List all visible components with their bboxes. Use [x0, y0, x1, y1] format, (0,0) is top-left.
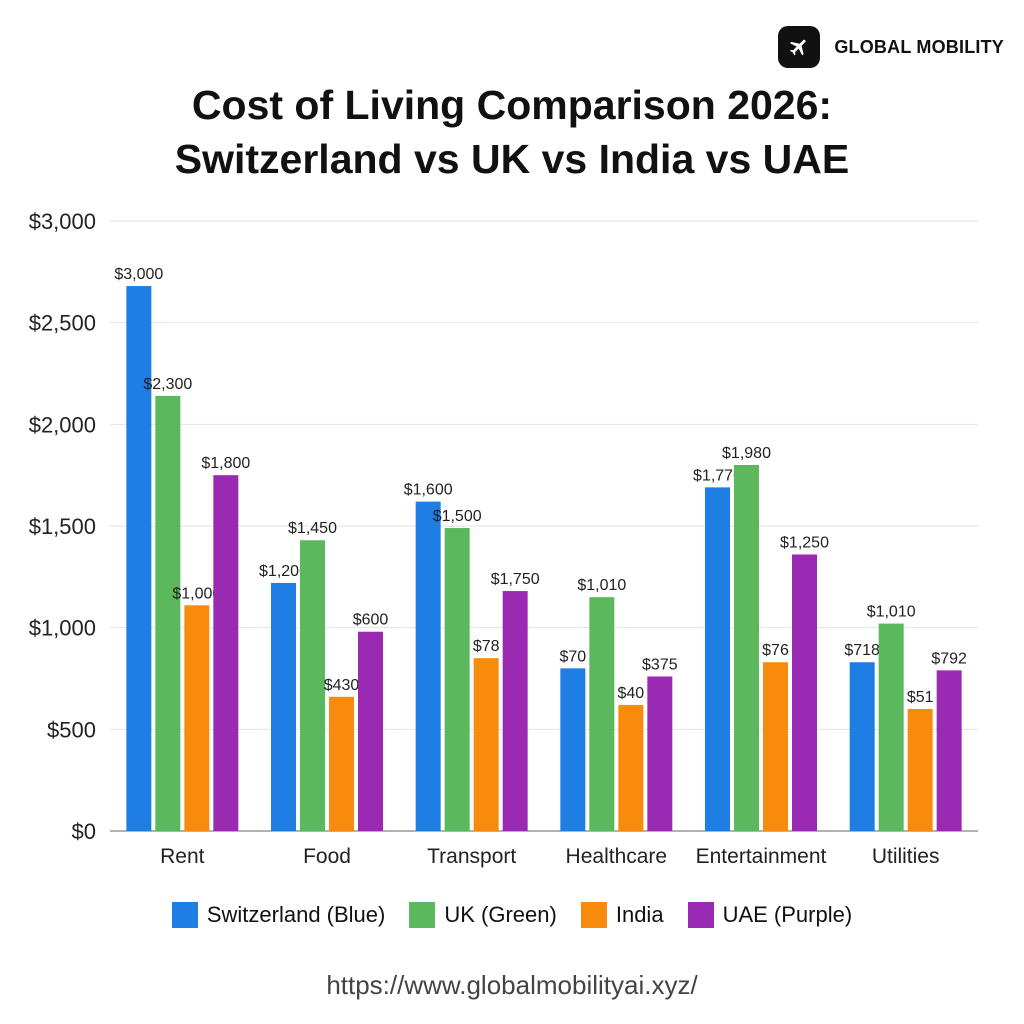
bar	[213, 475, 239, 831]
data-label: $1,450	[288, 520, 337, 537]
bar	[647, 676, 673, 831]
y-tick-label: $1,000	[29, 616, 96, 641]
bar	[705, 487, 730, 831]
data-label: $1,200	[259, 563, 308, 580]
legend-item-india: India	[580, 902, 664, 928]
data-label: $430	[324, 677, 360, 694]
data-label: $1,770	[693, 467, 742, 484]
bar	[473, 658, 499, 831]
brand-name: GLOBAL MOBILITY	[834, 36, 1004, 57]
legend-item-uk: UK (Green)	[409, 902, 557, 928]
website-url[interactable]: https://www.globalmobilityai.xyz/	[326, 970, 698, 1000]
bar	[415, 501, 441, 831]
bar	[792, 554, 817, 831]
bar	[763, 662, 788, 831]
data-label: $3,000	[114, 266, 163, 283]
x-tick-label: Food	[303, 845, 351, 868]
legend-swatch-uk	[409, 902, 436, 928]
chart-title-line-2: Switzerland vs UK vs India vs UAE	[174, 136, 850, 182]
legend-label-india: India	[615, 902, 664, 927]
bar	[936, 670, 962, 831]
bar	[444, 528, 470, 831]
legend-label-uae: UAE (Purple)	[722, 902, 853, 927]
data-label: $600	[353, 612, 389, 629]
brand: GLOBAL MOBILITY	[778, 26, 1004, 68]
legend-swatch-uae	[687, 902, 714, 928]
data-label: $2,300	[143, 376, 192, 393]
y-tick-label: $0	[72, 819, 96, 844]
data-label: $1,500	[433, 508, 482, 525]
chart-legend: Switzerland (Blue) UK (Green) India UAE …	[0, 902, 1024, 928]
x-tick-label: Healthcare	[566, 845, 668, 868]
data-label: $76	[762, 642, 789, 659]
bar	[271, 582, 296, 831]
data-label: $1,250	[780, 534, 829, 551]
bar	[560, 668, 586, 831]
y-tick-label: $1,500	[29, 514, 96, 539]
x-tick-label: Rent	[160, 845, 205, 868]
bar-chart: $0 $500 $1,000 $1,500 $2,000 $2,500 $3,000 Rent…	[29, 209, 978, 868]
bar	[155, 395, 181, 831]
legend-item-uae: UAE (Purple)	[687, 902, 853, 928]
y-tick-label: $3,000	[29, 209, 96, 234]
bar	[502, 591, 528, 831]
bar	[878, 623, 904, 831]
chart-title-line-1: Cost of Living Comparison 2026:	[191, 82, 833, 128]
data-label: $375	[642, 656, 678, 673]
data-label: $1,010	[867, 604, 916, 621]
y-tick-label: $500	[47, 717, 96, 742]
x-tick-label: Entertainment	[696, 845, 827, 868]
data-label: $1,600	[404, 482, 453, 499]
data-label: $718	[844, 642, 880, 659]
data-label: $1,980	[722, 445, 771, 462]
data-label: $70	[559, 648, 586, 665]
bar	[126, 286, 152, 832]
x-tick-label: Utilities	[872, 845, 940, 868]
chart-title: Cost of Living Comparison 2026: Switzerl…	[0, 78, 1024, 186]
legend-label-switzerland: Switzerland (Blue)	[206, 902, 386, 927]
data-label: $51	[907, 689, 934, 706]
bar	[849, 662, 875, 831]
data-label: $1,010	[577, 577, 626, 594]
legend-swatch-india	[580, 902, 607, 928]
data-label: $1,750	[491, 571, 540, 588]
y-tick-label: $2,500	[29, 311, 96, 336]
bar	[184, 605, 210, 831]
bar	[907, 709, 933, 831]
bar	[300, 540, 325, 831]
bar	[329, 696, 354, 831]
legend-item-switzerland: Switzerland (Blue)	[171, 902, 386, 928]
bar	[589, 597, 615, 831]
data-label: $792	[931, 650, 967, 667]
data-label: $78	[473, 638, 500, 655]
legend-swatch-switzerland	[171, 902, 198, 928]
legend-label-uk: UK (Green)	[444, 902, 557, 927]
airplane-icon	[778, 26, 821, 68]
bar	[618, 704, 644, 831]
data-label: $40	[617, 685, 644, 702]
data-label: $1,000	[172, 585, 221, 602]
bar	[358, 631, 383, 831]
x-tick-label: Transport	[427, 845, 516, 868]
y-tick-label: $2,000	[29, 412, 96, 437]
bar	[734, 465, 759, 831]
data-label: $1,800	[201, 455, 250, 472]
